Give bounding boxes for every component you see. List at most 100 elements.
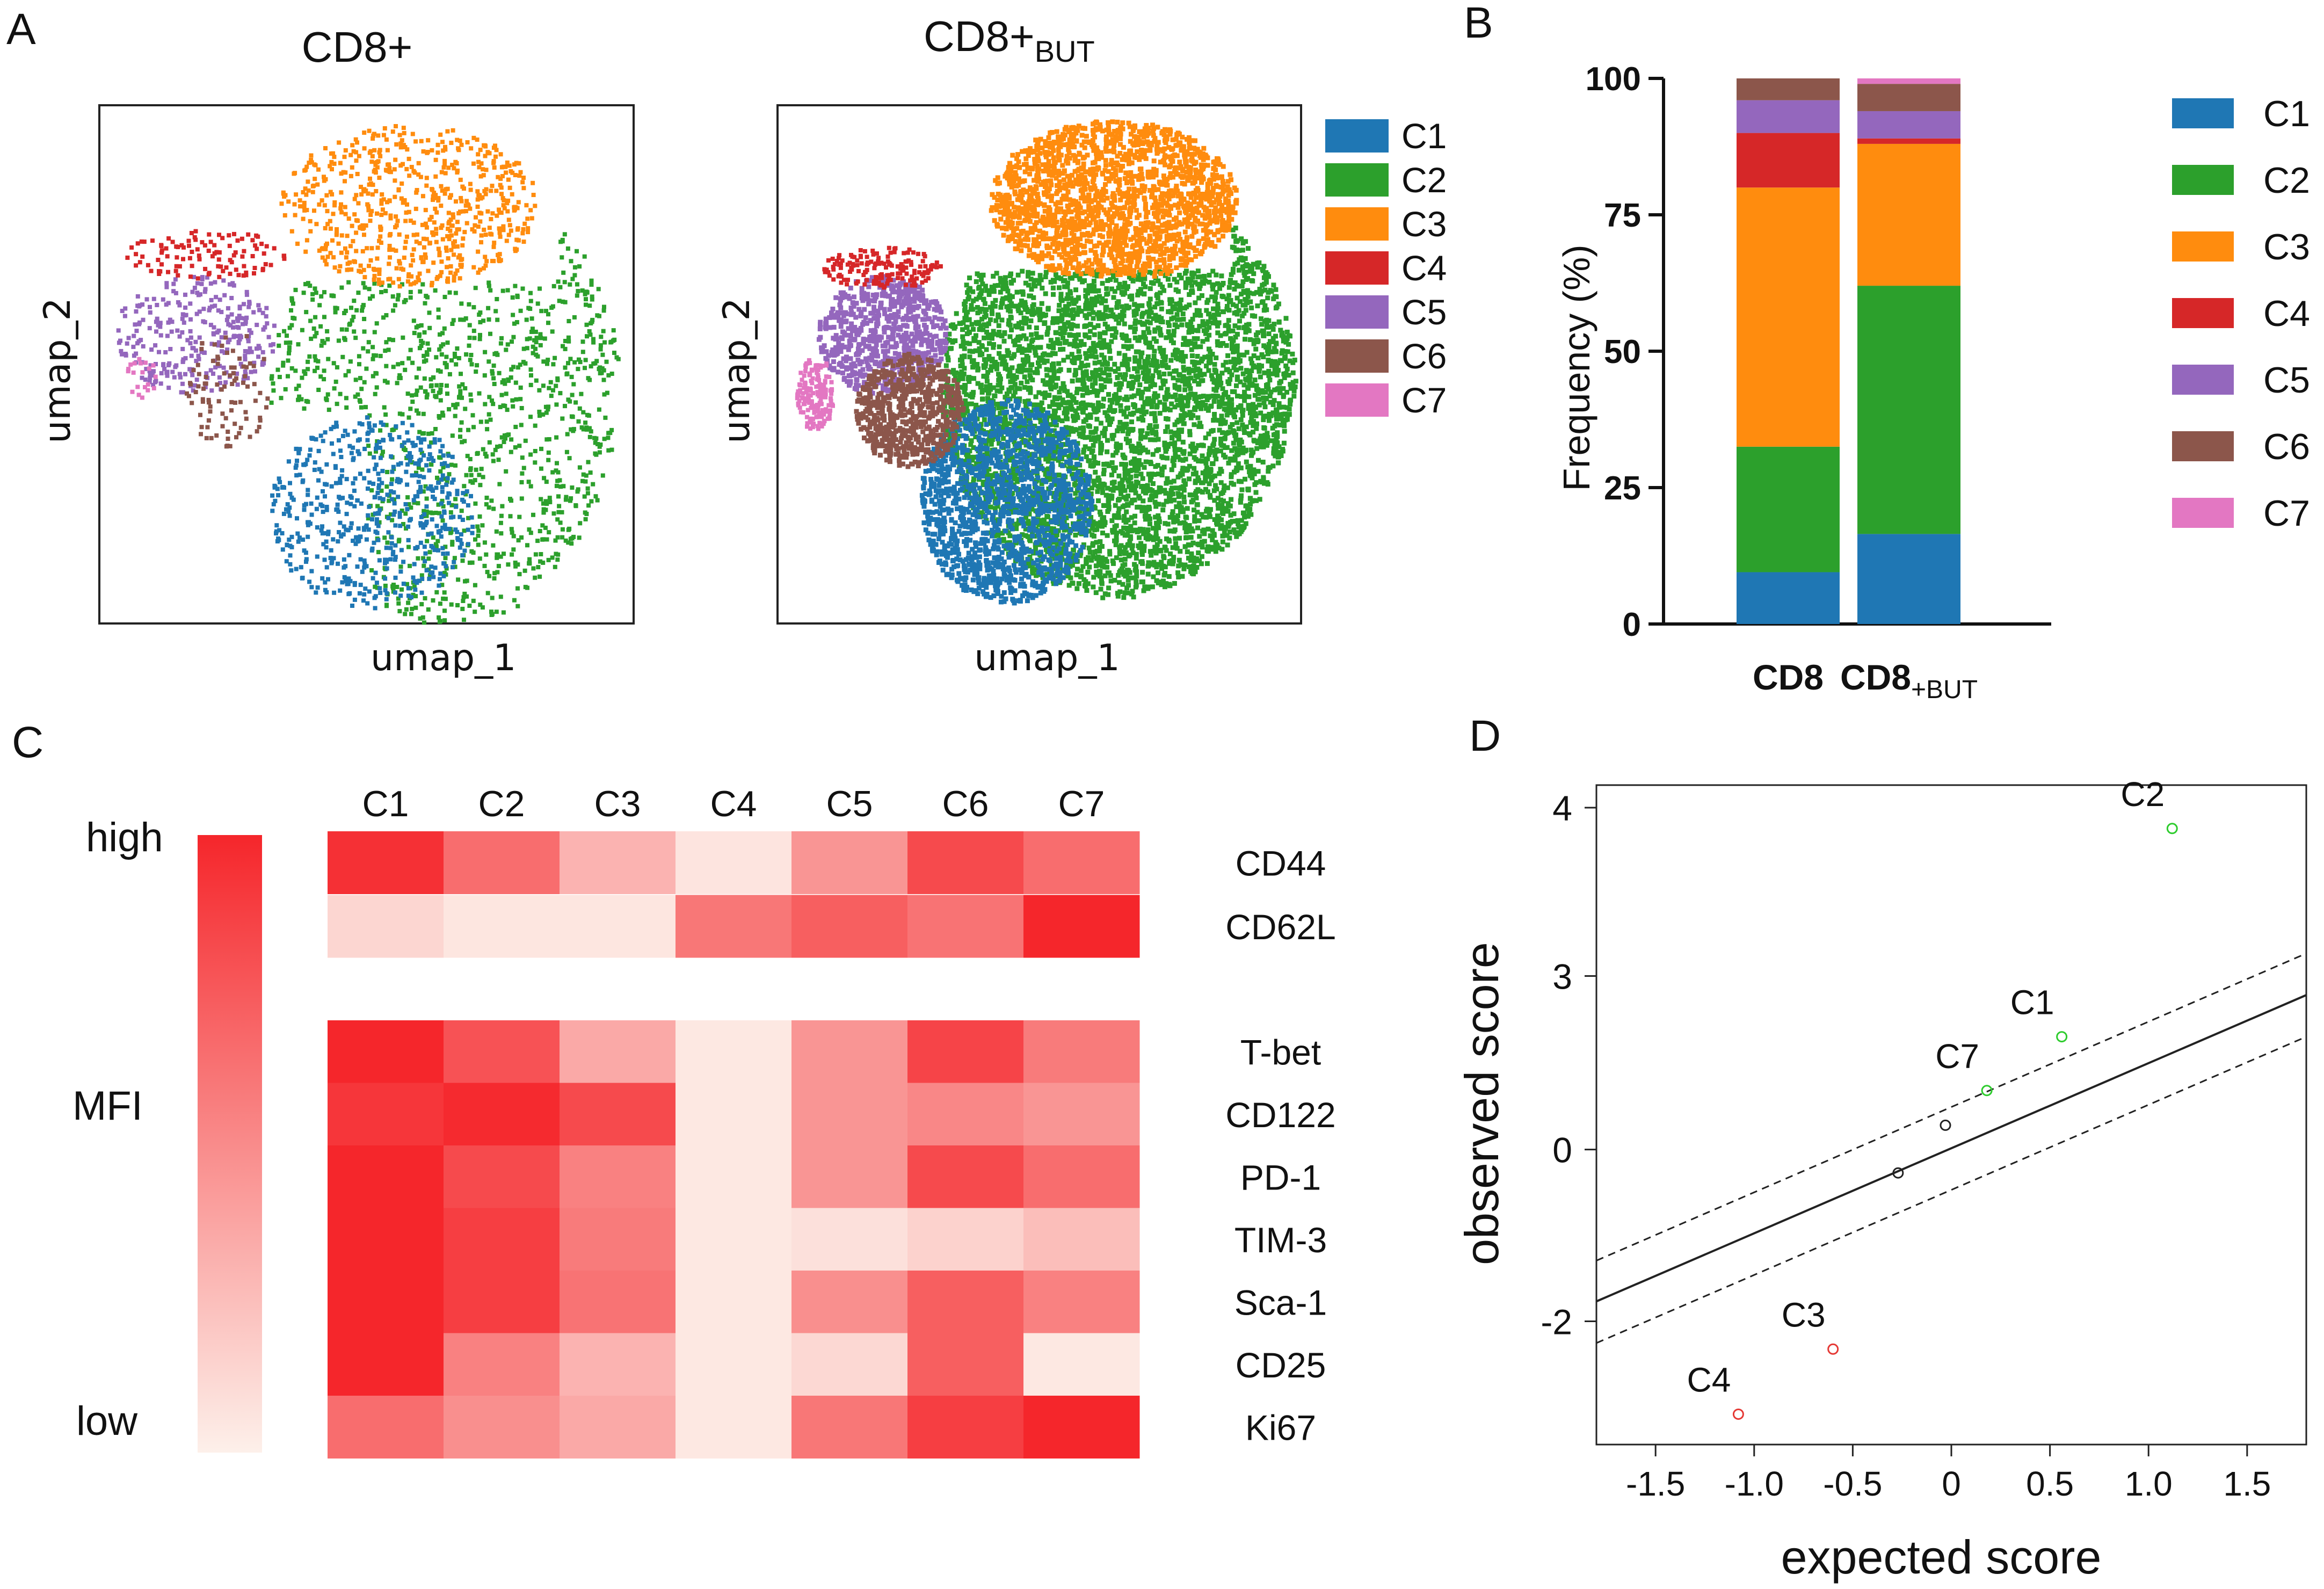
- umap-point-c2: [1157, 374, 1162, 380]
- umap-point-c1: [342, 557, 346, 562]
- umap-point-c3: [433, 193, 438, 198]
- umap-point-c2: [523, 438, 528, 443]
- umap-point-c2: [953, 338, 958, 343]
- umap-point-c1: [295, 459, 299, 463]
- umap-point-c2: [981, 296, 986, 302]
- umap-point-c1: [314, 506, 319, 511]
- umap-point-c5: [224, 317, 229, 322]
- umap-point-c6: [225, 350, 229, 355]
- umap-point-c2: [306, 400, 310, 404]
- umap-point-c5: [242, 316, 247, 321]
- umap-point-c5: [208, 323, 213, 328]
- umap-point-c1: [469, 515, 474, 520]
- umap-point-c2: [1119, 557, 1124, 563]
- umap-point-c5: [140, 302, 145, 307]
- umap-point-c3: [477, 165, 482, 170]
- umap-point-c1: [285, 543, 289, 548]
- umap-point-c2: [359, 387, 364, 391]
- umap-point-c2: [433, 542, 438, 547]
- umap-point-c1: [335, 502, 340, 507]
- umap-point-c2: [373, 371, 378, 375]
- umap-point-c2: [1245, 506, 1250, 511]
- umap-point-c1: [409, 454, 413, 459]
- umap-point-c1: [362, 476, 367, 481]
- umap-point-c2: [569, 259, 573, 264]
- umap-point-c2: [1212, 298, 1218, 303]
- umap-point-c4: [177, 264, 182, 269]
- umap-point-c3: [339, 171, 344, 176]
- umap-point-c3: [329, 151, 333, 156]
- umap-point-c2: [1074, 344, 1080, 349]
- umap-point-c3: [409, 165, 414, 169]
- umap-point-c2: [1205, 298, 1211, 303]
- umap-point-c1: [285, 502, 290, 507]
- umap-point-c1: [393, 543, 398, 548]
- umap-point-c2: [1155, 292, 1160, 297]
- umap-point-c2: [544, 410, 549, 415]
- umap-point-c1: [432, 548, 437, 553]
- umap-point-c2: [1243, 394, 1248, 399]
- umap-point-c1: [438, 528, 443, 533]
- umap-point-c2: [303, 372, 308, 376]
- umap-point-c2: [1146, 425, 1152, 431]
- umap-point-c3: [339, 190, 344, 195]
- umap-point-c1: [351, 458, 355, 462]
- umap-point-c3: [479, 211, 484, 216]
- umap-point-c2: [537, 388, 542, 393]
- umap-point-c1: [417, 578, 422, 583]
- umap-point-c2: [419, 323, 424, 328]
- umap-point-c2: [1187, 451, 1193, 456]
- umap-point-c2: [415, 388, 419, 393]
- umap-point-c2: [971, 480, 976, 485]
- umap-point-c1: [346, 576, 351, 581]
- umap-point-c3: [309, 153, 314, 158]
- umap-point-c5: [180, 381, 185, 386]
- umap-point-c2: [391, 583, 396, 587]
- umap-point-c3: [332, 265, 337, 270]
- umap-point-c4: [203, 266, 208, 271]
- umap-point-c3: [431, 194, 435, 199]
- umap-point-c3: [531, 180, 535, 185]
- umap-point-c2: [1147, 302, 1152, 308]
- umap-point-c2: [429, 462, 434, 467]
- umap-point-c1: [408, 458, 412, 463]
- umap-point-c2: [410, 606, 415, 611]
- umap-point-c2: [1077, 378, 1083, 383]
- umap-point-c1: [329, 484, 334, 489]
- umap-point-c5: [216, 328, 221, 333]
- umap-point-c3: [377, 148, 382, 153]
- umap-point-c2: [343, 337, 347, 342]
- umap-point-c2: [1114, 441, 1119, 447]
- umap2-title-main: CD8+: [924, 12, 1035, 60]
- umap-point-c2: [1272, 398, 1277, 403]
- umap-point-c3: [345, 250, 350, 255]
- umap-point-c2: [1105, 361, 1110, 367]
- umap-point-c4: [190, 250, 194, 254]
- umap-point-c2: [990, 336, 994, 341]
- umap-point-c2: [1115, 301, 1120, 306]
- umap-point-c1: [430, 517, 434, 522]
- umap-point-c2: [1170, 561, 1175, 567]
- umap-point-c4: [233, 250, 238, 255]
- umap-point-c2: [390, 427, 395, 432]
- umap-point-c2: [319, 294, 324, 299]
- umap-point-c2: [1194, 565, 1200, 570]
- umap-point-c2: [1168, 480, 1173, 485]
- umap-point-c3: [393, 157, 398, 162]
- umap-point-c2: [1087, 311, 1092, 317]
- umap-point-c5: [240, 322, 245, 326]
- umap-point-c2: [313, 286, 317, 291]
- umap-point-c2: [419, 451, 424, 455]
- umap-point-c5: [149, 347, 154, 352]
- umap-point-c2: [1026, 282, 1032, 288]
- umap-point-c2: [1121, 595, 1127, 600]
- umap-point-c2: [1156, 471, 1161, 477]
- umap-point-c2: [379, 290, 384, 294]
- umap-point-c1: [280, 547, 285, 552]
- umap-point-c1: [470, 525, 475, 529]
- umap-point-c5: [132, 333, 136, 338]
- umap-point-c1: [376, 524, 381, 528]
- umap-point-c1: [397, 511, 402, 516]
- umap-point-c1: [439, 477, 444, 482]
- umap-point-c2: [549, 394, 554, 398]
